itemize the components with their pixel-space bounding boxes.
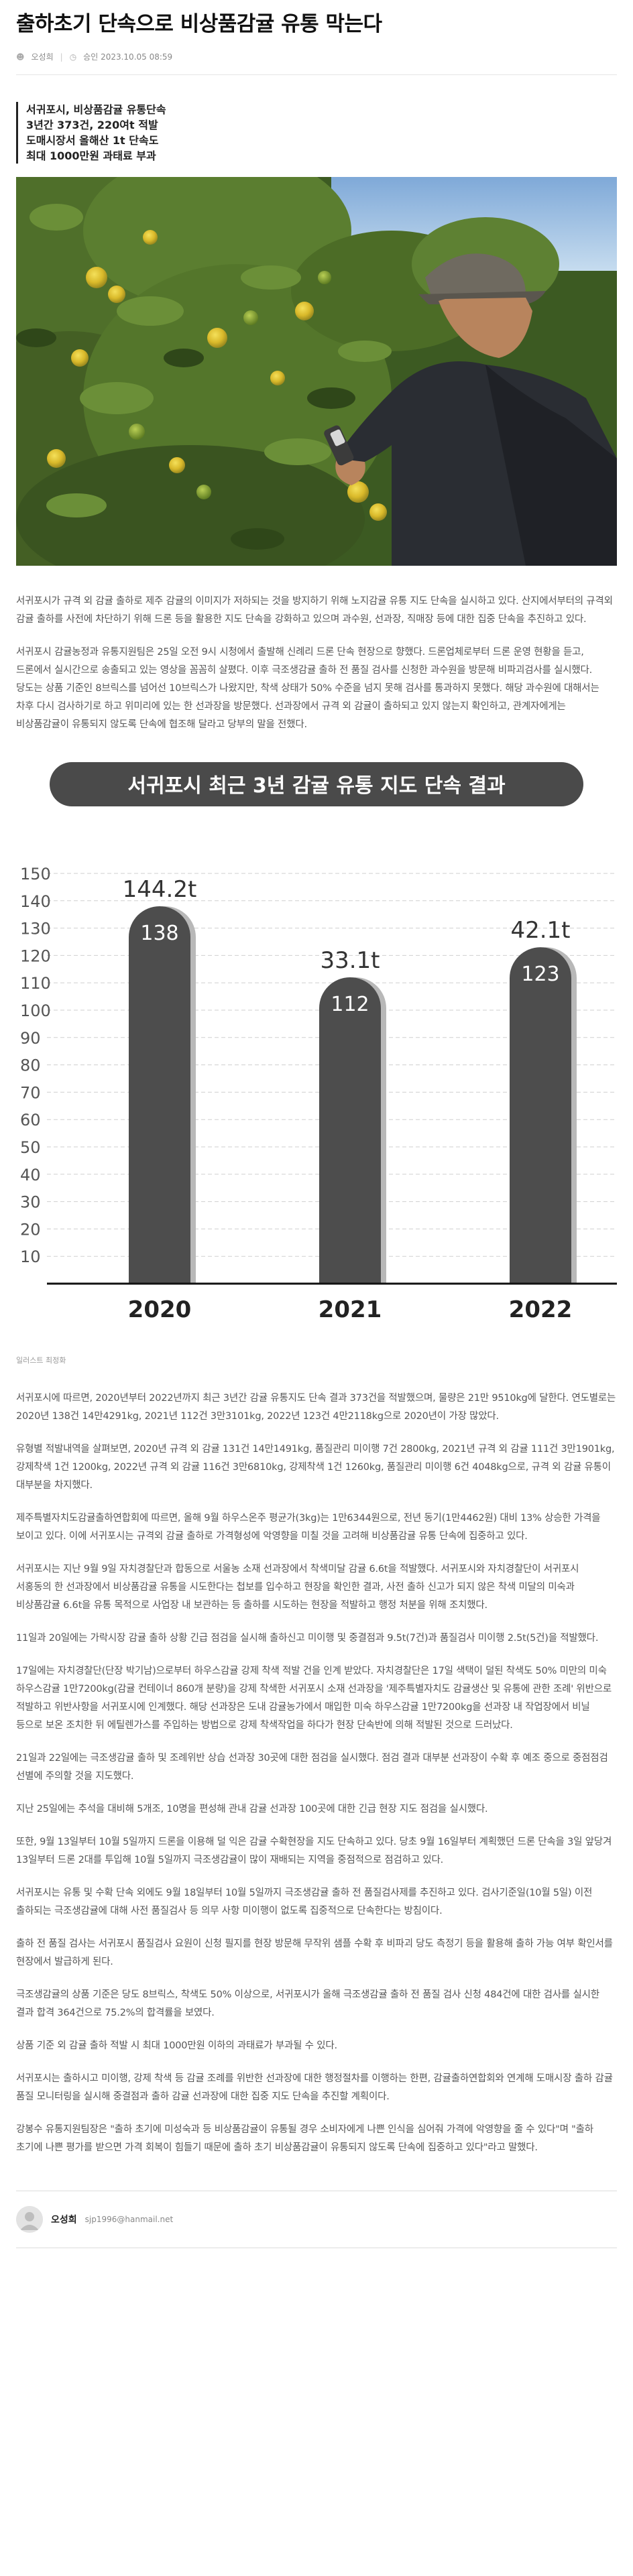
article-meta: ☻ 오성희 | ◷ 승인 2023.10.05 08:59 (16, 51, 617, 75)
y-tick-label: 130 (20, 920, 51, 938)
y-tick-label: 60 (20, 1111, 41, 1129)
y-tick-label: 100 (20, 1001, 51, 1020)
author-email[interactable]: sjp1996@hanmail.net (84, 2215, 174, 2224)
bar-top-label: 144.2t (123, 876, 197, 903)
tangerine-orchard-photo (16, 177, 617, 566)
subhead-line: 최대 1000만원 과태료 부과 (26, 149, 156, 162)
x-tick-label: 2021 (319, 1296, 382, 1323)
body-paragraph: 서귀포시는 출하시고 미이행, 강제 착색 등 감귤 조례를 위반한 선과장에 … (16, 2073, 613, 2102)
y-tick-label: 110 (20, 974, 51, 993)
y-tick-label: 140 (20, 892, 51, 911)
clock-icon: ◷ (69, 52, 77, 62)
subhead-line: 도매시장서 올해산 1t 단속도 (26, 134, 159, 147)
x-tick-label: 2022 (509, 1296, 573, 1323)
article-body: 서귀포시에 따르면, 2020년부터 2022년까지 최근 3년간 감귤 유통지… (16, 1390, 617, 2157)
body-paragraph: 강봉수 유통지원팀장은 "출하 초기에 미성숙과 등 비상품감귤이 유통될 경우… (16, 2124, 593, 2153)
y-tick-label: 20 (20, 1220, 41, 1239)
body-paragraph: 출하 전 품질 검사는 서귀포시 품질검사 요원이 신청 필지를 현장 방문해 … (16, 1939, 613, 1967)
subhead-line: 3년간 373건, 220여t 적발 (26, 119, 158, 131)
avatar-icon (16, 2206, 43, 2233)
chart-title: 서귀포시 최근 3년 감귤 유통 지도 단속 결과 (127, 774, 506, 798)
body-paragraph: 지난 25일에는 추석을 대비해 5개조, 10명을 편성해 관내 감귤 선과장… (16, 1804, 488, 1815)
y-tick-label: 90 (20, 1029, 41, 1048)
body-paragraph: 유형별 적발내역을 살펴보면, 2020년 규격 외 감귤 131건 14만14… (16, 1444, 615, 1491)
body-paragraph: 극조생감귤의 상품 기준은 당도 8브릭스, 착색도 50% 이상으로, 서귀포… (16, 1989, 599, 2018)
body-paragraph: 17일에는 자치경찰단(단장 박기남)으로부터 하우스감귤 강제 착색 적발 건… (16, 1666, 612, 1731)
bar-value-label: 138 (140, 922, 178, 945)
body-paragraph: 제주특별자치도감귤출하연합회에 따르면, 올해 9월 하우스온주 평균가(3kg… (16, 1513, 601, 1542)
bar-top-label: 33.1t (320, 947, 380, 974)
intro-paragraph: 서귀포시 감귤농정과 유통지원팀은 25일 오전 9시 시청에서 출발해 신례리… (16, 647, 599, 730)
bar-top-label: 42.1t (510, 917, 570, 944)
body-paragraph: 서귀포시는 지난 9월 9일 자치경찰단과 합동으로 서울농 소재 선과장에서 … (16, 1564, 579, 1611)
chart-caption: 일러스트 최정화 (16, 1356, 66, 1365)
bar (510, 947, 571, 1284)
byline-author[interactable]: 오성희 (51, 2215, 77, 2225)
body-paragraph: 11일과 20일에는 가락시장 감귤 출하 상황 긴급 점검을 실시해 출하신고… (16, 1633, 599, 1644)
bar-value-label: 123 (521, 963, 559, 986)
person-icon: ☻ (16, 52, 25, 62)
author-name[interactable]: 오성희 (31, 52, 54, 62)
subhead-line: 서귀포시, 비상품감귤 유통단속 (26, 103, 166, 116)
enforcement-bar-chart: 서귀포시 최근 3년 감귤 유통 지도 단속 결과 138 144.2t 112 33… (20, 762, 617, 1323)
y-tick-label: 150 (20, 865, 51, 883)
y-tick-label: 30 (20, 1193, 41, 1212)
enforcement-chart: 서귀포시 최근 3년 감귤 유통 지도 단속 결과 138 144.2t 112 33… (16, 759, 617, 1349)
body-paragraph: 서귀포시는 유통 및 수확 단속 외에도 9월 18일부터 10월 5일까지 극… (16, 1888, 593, 1916)
author-byline: 오성희 sjp1996@hanmail.net (16, 2191, 617, 2248)
body-paragraph: 또한, 9월 13일부터 10월 5일까지 드론을 이용해 덜 익은 감귤 수확… (16, 1837, 612, 1865)
x-tick-label: 2020 (128, 1296, 192, 1323)
bar (319, 977, 381, 1284)
bar-value-label: 112 (331, 993, 369, 1016)
article-page: 출하초기 단속으로 비상품감귤 유통 막는다 ☻ 오성희 | ◷ 승인 2023… (16, 12, 617, 2248)
article-subheads: 서귀포시, 비상품감귤 유통단속 3년간 373건, 220여t 적발 도매시장… (16, 102, 617, 164)
body-paragraph: 21일과 22일에는 극조생감귤 출하 및 조례위반 상습 선과장 30곳에 대… (16, 1753, 608, 1782)
y-tick-label: 80 (20, 1056, 41, 1075)
y-tick-label: 40 (20, 1166, 41, 1184)
y-tick-label: 120 (20, 946, 51, 965)
y-tick-label: 50 (20, 1138, 41, 1157)
publish-date: 승인 2023.10.05 08:59 (83, 52, 173, 62)
article-headline: 출하초기 단속으로 비상품감귤 유통 막는다 (16, 12, 382, 36)
body-paragraph: 상품 기준 외 감귤 출하 적발 시 최대 1000만원 이하의 과태료가 부과… (16, 2040, 337, 2051)
chart-title-banner (50, 762, 583, 806)
article-photo (16, 177, 617, 566)
intro-paragraph: 서귀포시가 규격 외 감귤 출하로 제주 감귤의 이미지가 저하되는 것을 방지… (16, 596, 613, 625)
body-paragraph: 서귀포시에 따르면, 2020년부터 2022년까지 최근 3년간 감귤 유통지… (16, 1393, 616, 1422)
meta-divider: | (60, 52, 63, 62)
bar (129, 906, 190, 1284)
y-tick-label: 70 (20, 1083, 41, 1102)
y-tick-label: 10 (20, 1247, 41, 1266)
